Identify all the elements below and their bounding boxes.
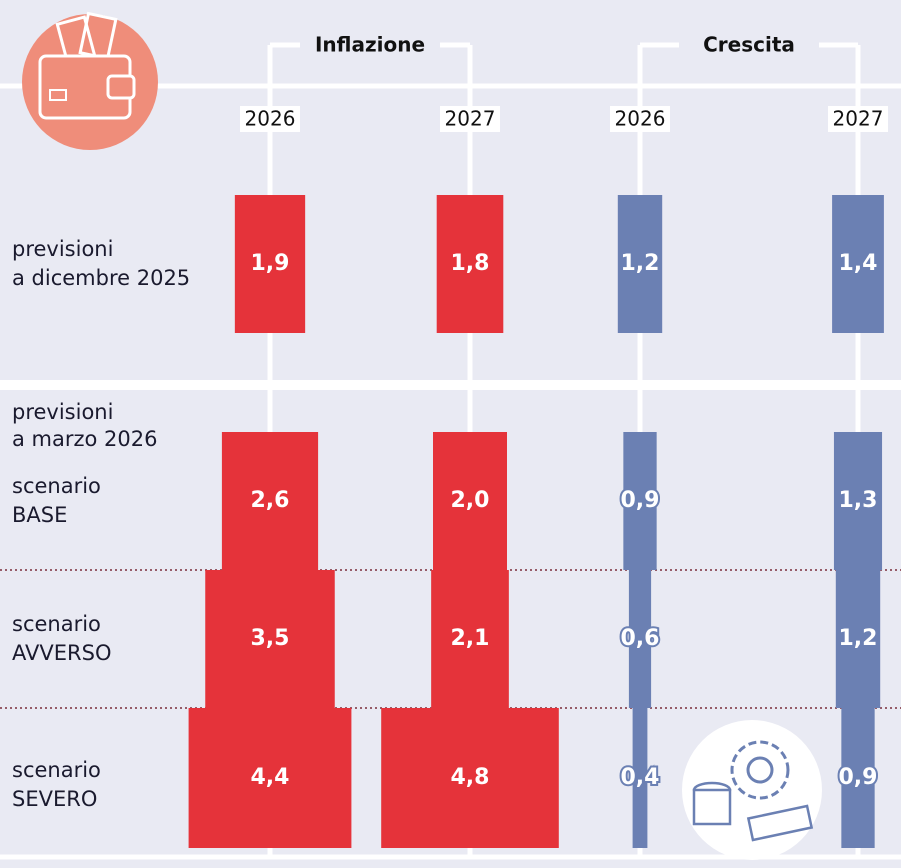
group-label-bg — [679, 32, 819, 60]
bar — [221, 432, 319, 570]
value-label: 1,4 — [839, 251, 878, 276]
year-label: 2026 — [615, 107, 666, 131]
value-label: 1,9 — [251, 251, 290, 276]
value-label: 2,6 — [251, 488, 290, 513]
value-label: 1,8 — [451, 251, 490, 276]
year-bg — [440, 106, 500, 132]
value-label: 0,6 — [621, 626, 660, 651]
coins-gear-icon — [682, 720, 822, 860]
year-bg — [610, 106, 670, 132]
value-label: 2,1 — [451, 626, 490, 651]
row-heading: previsioni — [12, 400, 113, 424]
value-label: 1,2 — [839, 626, 878, 651]
bar — [436, 195, 504, 333]
bar — [617, 195, 663, 333]
bar — [841, 708, 875, 848]
row-label: scenario — [12, 758, 101, 782]
value-label: 0,9 — [839, 765, 878, 790]
row-label: AVVERSO — [12, 641, 111, 665]
value-label: 4,8 — [451, 765, 490, 790]
value-label: 2,0 — [451, 488, 490, 513]
group-label: Crescita — [703, 33, 795, 57]
group-label-bg — [300, 32, 440, 60]
bar — [431, 570, 509, 708]
row-label: scenario — [12, 474, 101, 498]
value-label: 3,5 — [251, 626, 290, 651]
value-label: 0,4 — [621, 765, 660, 790]
group-label: Inflazione — [315, 33, 425, 57]
value-label: 4,4 — [251, 765, 290, 790]
value-label: 0,9 — [621, 488, 660, 513]
value-label: 1,3 — [839, 488, 878, 513]
row-heading: a marzo 2026 — [12, 427, 158, 451]
bar — [433, 432, 507, 570]
row-label: scenario — [12, 612, 101, 636]
row-label: a dicembre 2025 — [12, 266, 190, 290]
bar — [381, 708, 559, 848]
bar — [205, 570, 335, 708]
bar — [628, 570, 652, 708]
bar — [632, 708, 648, 848]
value-label: 1,2 — [621, 251, 660, 276]
year-label: 2027 — [445, 107, 496, 131]
year-label: 2026 — [245, 107, 296, 131]
year-bg — [240, 106, 300, 132]
bar — [623, 432, 657, 570]
year-label: 2027 — [833, 107, 884, 131]
year-bg — [828, 106, 888, 132]
wallet-icon — [22, 11, 158, 150]
row-label: SEVERO — [12, 787, 97, 811]
bar — [833, 432, 883, 570]
row-label: BASE — [12, 503, 67, 527]
bar — [234, 195, 306, 333]
bar — [835, 570, 881, 708]
bar — [832, 195, 884, 333]
row-label: previsioni — [12, 237, 113, 261]
bar — [188, 708, 352, 848]
